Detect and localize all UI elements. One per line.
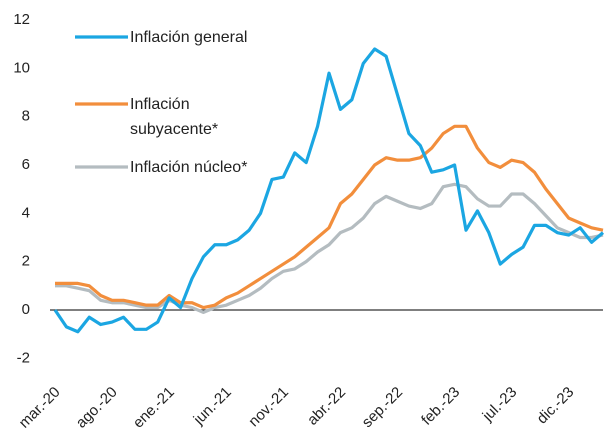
legend-label: Inflación núcleo* <box>130 159 248 176</box>
series-line <box>53 47 605 334</box>
x-tick-label: mar.-20 <box>16 384 64 432</box>
y-tick-label: 12 <box>13 11 30 28</box>
x-tick-label: jul.-23 <box>479 384 521 426</box>
x-tick-label: feb.-23 <box>418 384 463 429</box>
y-tick-label: 2 <box>22 253 30 270</box>
legend-label: Inflación general <box>130 29 248 46</box>
x-tick-label: ago.-20 <box>73 384 121 432</box>
y-tick-label: 8 <box>22 108 30 125</box>
x-tick-label: nov.-21 <box>245 384 292 431</box>
y-tick-label: -2 <box>17 349 30 366</box>
y-tick-label: 10 <box>13 59 30 76</box>
x-tick-label: ene.-21 <box>130 384 178 432</box>
y-tick-label: 4 <box>22 204 30 221</box>
x-tick-label: sep.-22 <box>359 384 406 431</box>
x-tick-label: jun.-21 <box>190 384 235 429</box>
legend-label: Inflación subyacente* <box>130 96 219 138</box>
series-line <box>55 124 604 310</box>
x-tick-label: abr.-22 <box>304 384 349 429</box>
series-line <box>55 182 604 314</box>
y-tick-label: 0 <box>22 301 30 318</box>
y-tick-label: 6 <box>22 156 30 173</box>
x-tick-label: dic.-23 <box>534 384 578 428</box>
